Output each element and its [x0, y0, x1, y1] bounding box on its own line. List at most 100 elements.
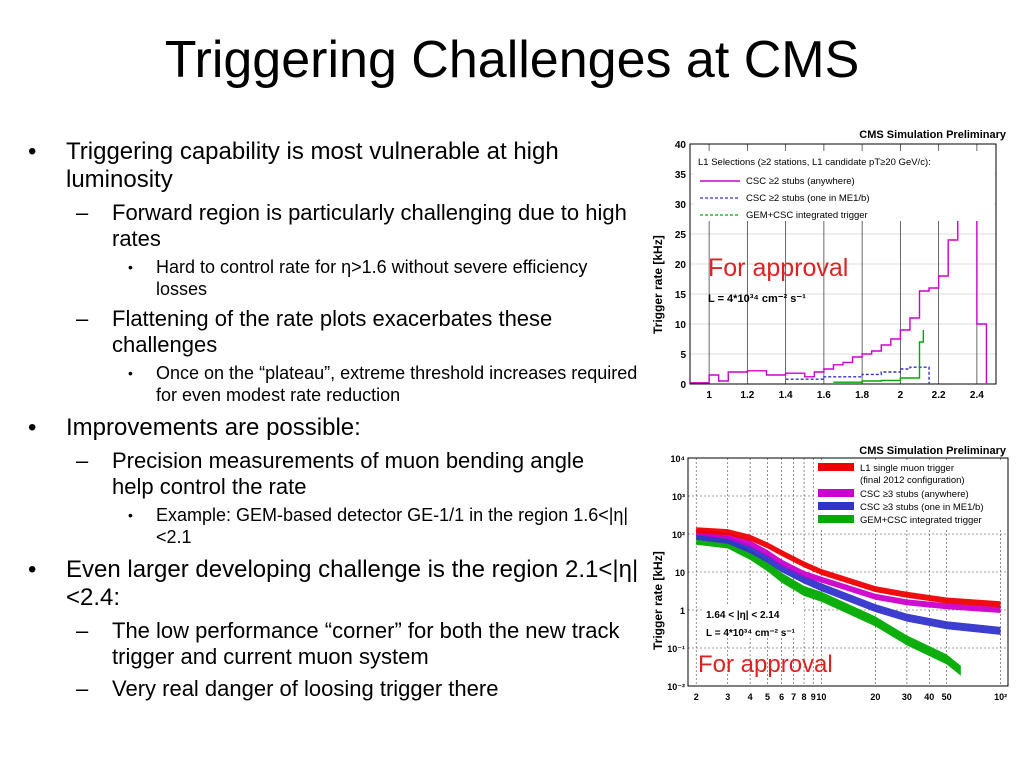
x-tick-label: 4: [748, 692, 753, 702]
curve-blue: [696, 531, 1001, 635]
bullet-text: Improvements are possible:: [66, 414, 361, 441]
x-tick-label: 2.2: [932, 390, 946, 401]
annotation-box: [704, 606, 804, 638]
plot-frame: [687, 457, 1009, 687]
y-tick-label: 0: [680, 380, 686, 391]
y-tick-label: 10: [675, 320, 687, 331]
dash-icon: –: [76, 306, 89, 331]
dash-icon: –: [76, 448, 89, 473]
y-tick-label: 20: [675, 260, 687, 271]
legend-swatch-red: [818, 463, 854, 471]
x-tick-label: 7: [791, 692, 796, 702]
subsub-bullet-text: Example: GEM-based detector GE-1/1 in th…: [156, 505, 629, 547]
x-tick-label: 30: [902, 692, 912, 702]
x-tick-label: 2.4: [970, 390, 984, 401]
sub-bullet-text: Forward region is particularly challengi…: [112, 200, 627, 251]
x-tick-label: 10: [816, 692, 826, 702]
x-tick-label: 3: [725, 692, 730, 702]
bullet-dot-icon: •: [28, 414, 37, 441]
x-tick-label: 9: [811, 692, 816, 702]
x-tick-labels: 1 1.2 1.4 1.6 1.8 2 2.2 2.4: [706, 390, 984, 401]
bullet-dot-icon: •: [28, 138, 37, 165]
bullet-text: Triggering capability is most vulnerable…: [66, 138, 559, 193]
legend-entry: CSC ≥3 stubs (anywhere): [860, 489, 969, 500]
plot-frame: [689, 143, 997, 385]
x-tick-label: 2: [694, 692, 699, 702]
bullet-item: • Triggering capability is most vulnerabl…: [28, 138, 648, 194]
legend-swatch-green: [818, 515, 854, 523]
y-tick-label: 10⁻²: [667, 682, 685, 692]
legend-entry: CSC ≥2 stubs (one in ME1/b): [746, 193, 870, 204]
rate-vs-eta-plot: CMS Simulation Preliminary Trigger rate …: [648, 124, 1010, 406]
dash-icon: –: [76, 200, 89, 225]
x-tick-labels: 2 3 4 5 6 7 8 9 10 20 30 40 50 10²: [694, 692, 1007, 702]
x-tick-label: 1: [706, 390, 712, 401]
y-tick-label: 10⁴: [671, 454, 685, 464]
sub-bullet-text: Flattening of the rate plots exacerbates…: [112, 306, 553, 357]
for-approval-stamp: For approval: [708, 254, 848, 282]
x-tick-label: 1.8: [855, 390, 869, 401]
luminosity-label: L = 4*10³⁴ cm⁻² s⁻¹: [706, 628, 796, 639]
y-tick-label: 10³: [672, 492, 685, 502]
subsub-bullet-text: Once on the “plateau”, extreme threshold…: [156, 363, 638, 405]
plot-header: CMS Simulation Preliminary: [859, 129, 1007, 141]
sub-bullet-item: – The low performance “corner” for both t…: [28, 618, 648, 670]
sub-bullet-item: – Precision measurements of muon bending …: [28, 448, 648, 500]
bullet-item: • Improvements are possible:: [28, 414, 648, 442]
curve-magenta: [696, 529, 1001, 613]
curve-magenta: [690, 191, 988, 384]
y-axis-label: Trigger rate [kHz]: [651, 235, 665, 334]
x-tick-label: 8: [802, 692, 807, 702]
legend-entry: L1 single muon trigger: [860, 463, 954, 474]
y-tick-label: 5: [680, 350, 686, 361]
y-tick-label: 25: [675, 230, 687, 241]
subsub-bullet-text: Hard to control rate for η>1.6 without s…: [156, 257, 588, 299]
sub-bullet-item: – Very real danger of loosing trigger the…: [28, 676, 648, 702]
y-tick-label: 1: [680, 606, 685, 616]
y-axis-label: Trigger rate [kHz]: [651, 551, 665, 650]
subsub-bullet-item: • Hard to control rate for η>1.6 without …: [28, 256, 648, 300]
rate-vs-pt-plot: CMS Simulation Preliminary Trigger rate …: [648, 440, 1010, 708]
x-tick-label: 40: [924, 692, 934, 702]
legend-entry: GEM+CSC integrated trigger: [860, 515, 982, 526]
x-tick-label: 1.2: [740, 390, 754, 401]
bullet-dot-icon: •: [128, 365, 133, 381]
x-tick-label: 10²: [994, 692, 1007, 702]
legend-entry: GEM+CSC integrated trigger: [746, 210, 868, 221]
rate-vs-eta-svg: CMS Simulation Preliminary Trigger rate …: [651, 129, 1007, 401]
legend-box: [694, 151, 994, 221]
y-tick-labels: 0 5 10 15 20 25 30 35 40: [675, 140, 687, 391]
sub-bullet-item: – Flattening of the rate plots exacerbate…: [28, 306, 648, 358]
subsub-bullet-item: • Once on the “plateau”, extreme threshol…: [28, 362, 648, 406]
rate-vs-pt-svg: CMS Simulation Preliminary Trigger rate …: [651, 445, 1009, 702]
x-tick-label: 20: [870, 692, 880, 702]
x-tick-label: 6: [779, 692, 784, 702]
slide-title: Triggering Challenges at CMS: [164, 31, 860, 89]
sub-bullet-item: – Forward region is particularly challeng…: [28, 200, 648, 252]
y-tick-label: 40: [675, 140, 687, 151]
y-tick-label: 10: [675, 568, 685, 578]
legend-entry: CSC ≥2 stubs (anywhere): [746, 176, 855, 187]
x-tick-label: 1.6: [817, 390, 831, 401]
sub-bullet-text: Precision measurements of muon bending a…: [112, 448, 585, 499]
x-tick-label: 2: [898, 390, 904, 401]
plot-curves: [690, 191, 988, 384]
legend-swatch-blue: [818, 502, 854, 510]
y-tick-label: 10²: [672, 530, 685, 540]
for-approval-stamp: For approval: [698, 651, 833, 678]
y-tick-label: 30: [675, 200, 687, 211]
eta-range-label: 1.64 < |η| < 2.14: [706, 610, 780, 621]
selection-text: L1 Selections (≥2 stations, L1 candidate…: [698, 157, 931, 168]
y-tick-label: 35: [675, 170, 687, 181]
y-tick-labels: 10⁴ 10³ 10² 10 1 10⁻¹ 10⁻²: [667, 454, 685, 692]
x-tick-label: 50: [942, 692, 952, 702]
y-tick-label: 15: [675, 290, 687, 301]
sub-bullet-text: Very real danger of loosing trigger ther…: [112, 676, 499, 701]
dash-icon: –: [76, 618, 89, 643]
curve-green: [833, 330, 925, 383]
bullet-dot-icon: •: [128, 259, 133, 275]
bullet-list: • Triggering capability is most vulnerabl…: [28, 130, 648, 702]
curve-red: [696, 527, 1001, 608]
curve-blue: [785, 366, 930, 384]
legend-entry: CSC ≥3 stubs (one in ME1/b): [860, 502, 984, 513]
